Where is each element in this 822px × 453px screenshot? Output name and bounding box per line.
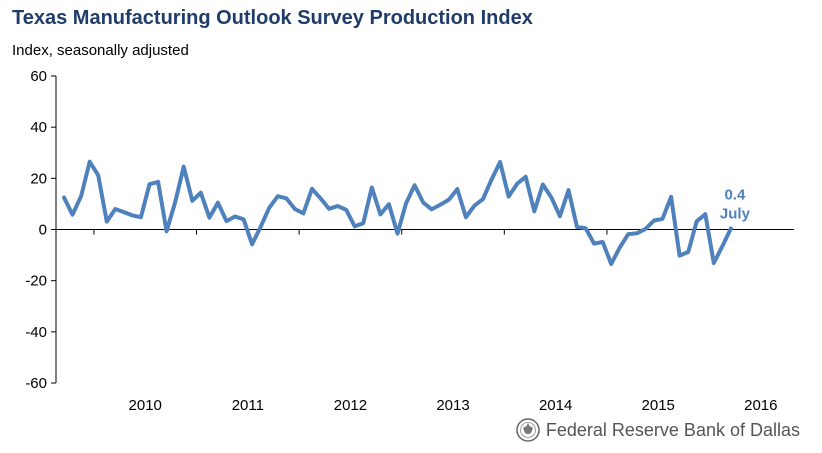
source-credit: Federal Reserve Bank of Dallas (516, 418, 800, 442)
y-tick-label: -20 (25, 273, 47, 290)
y-axis-unit-label: Index, seasonally adjusted (12, 42, 189, 59)
source-text: Federal Reserve Bank of Dallas (545, 419, 800, 440)
x-tick-label: 2015 (642, 397, 675, 414)
y-tick-label: 60 (30, 68, 47, 85)
x-tick-label: 2014 (539, 397, 572, 414)
chart-axes (51, 75, 794, 384)
latest-value-label: 0.4 (724, 186, 746, 203)
y-tick-label: -40 (25, 324, 47, 341)
x-tick-label: 2010 (129, 397, 162, 414)
x-tick-label: 2013 (436, 397, 469, 414)
y-tick-label: 20 (30, 170, 47, 187)
x-tick-label: 2016 (744, 397, 777, 414)
tick-labels: 60 40 20 0 -20 -40 -60 2010 2011 2012 2013 2014 2015… (25, 68, 777, 414)
x-tick-label: 2011 (232, 397, 264, 414)
x-tick-label: 2012 (334, 397, 367, 414)
y-tick-label: 0 (39, 222, 47, 239)
chart-title: Texas Manufacturing Outlook Survey Produ… (12, 7, 533, 29)
production-index-line (62, 159, 733, 266)
latest-month-label: July (720, 205, 751, 222)
federal-reserve-seal-icon (516, 418, 540, 442)
y-tick-label: 40 (30, 119, 47, 136)
y-tick-label: -60 (25, 375, 47, 392)
